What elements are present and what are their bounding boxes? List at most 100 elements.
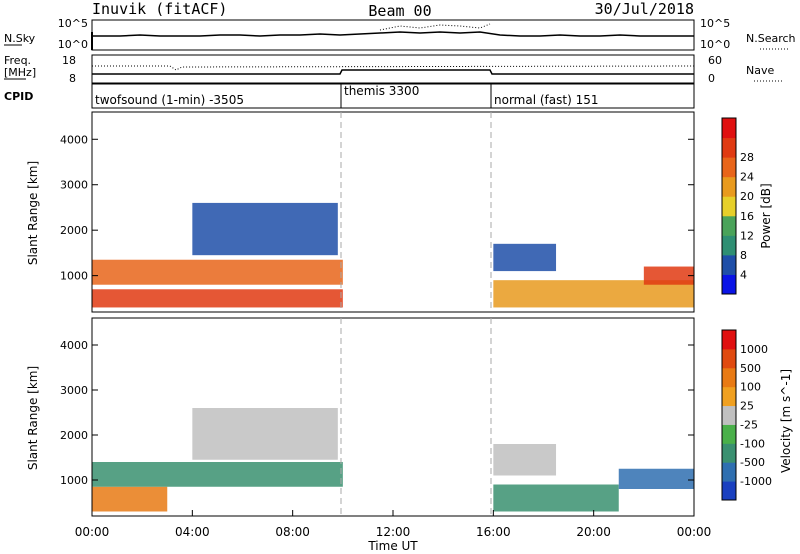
power-colorbar-swatch-3 xyxy=(722,215,736,236)
power-colorbar-tick-4: 20 xyxy=(740,190,754,203)
cpid-segment-1: twofsound (1-min) -3505 xyxy=(95,93,244,107)
power-region-1 xyxy=(92,259,343,285)
power-ytick-label-3: 4000 xyxy=(60,133,88,146)
noise-left-tick-top: 10^5 xyxy=(58,17,88,30)
power-colorbar-tick-6: 28 xyxy=(740,151,754,164)
velocity-xtick-label-1: 04:00 xyxy=(175,525,210,539)
power-colorbar-swatch-4 xyxy=(722,196,736,217)
freq-left-tick-bottom: 8 xyxy=(69,72,76,85)
date-title: 30/Jul/2018 xyxy=(595,0,694,18)
cpid-segment-3: normal (fast) 151 xyxy=(494,93,598,107)
velocity-colorbar-swatch-2 xyxy=(722,443,736,463)
noise-right-label: N.Search xyxy=(746,32,796,45)
velocity-ytick-label-3: 4000 xyxy=(60,339,88,352)
velocity-ytick-label-1: 2000 xyxy=(60,429,88,442)
power-colorbar-tick-5: 24 xyxy=(740,171,754,184)
power-colorbar-swatch-0 xyxy=(722,274,736,295)
velocity-colorbar-tick-6: -500 xyxy=(740,456,765,469)
velocity-colorbar-frame xyxy=(721,329,737,501)
velocity-x-ticks: 00:00 04:00 08:00 12:00 16:00 20:00 00:00 xyxy=(75,510,711,539)
power-colorbar-swatch-1 xyxy=(722,254,736,275)
power-colorbar-swatch-7 xyxy=(722,137,736,158)
noise-sky-trace xyxy=(92,31,694,37)
velocity-region-2 xyxy=(192,408,338,460)
power-colorbar-tick-0: 4 xyxy=(740,268,747,281)
time-axis-label: Time UT xyxy=(367,539,418,553)
power-colorbar-label: Power [dB] xyxy=(759,183,773,248)
freq-label-line1: Freq. xyxy=(4,54,31,67)
velocity-colorbar-tick-3: 25 xyxy=(740,400,754,413)
velocity-ytick-label-2: 3000 xyxy=(60,384,88,397)
power-colorbar-tick-3: 16 xyxy=(740,210,754,223)
velocity-colorbar-swatch-5 xyxy=(722,386,736,407)
velocity-colorbar-tick-7: -1000 xyxy=(740,475,772,488)
noise-left-label: N.Sky xyxy=(4,32,36,45)
power-colorbar: 4 8 12 16 20 24 28 xyxy=(721,117,754,295)
power-colorbar-frame xyxy=(721,117,737,295)
velocity-data-regions xyxy=(92,408,694,512)
power-region-0 xyxy=(92,289,343,308)
power-ytick-label-0: 1000 xyxy=(60,270,88,283)
noise-left-tick-bottom: 10^0 xyxy=(58,38,88,51)
velocity-region-5 xyxy=(618,468,694,489)
power-region-2 xyxy=(192,202,338,256)
velocity-ylabel: Slant Range [km] xyxy=(26,366,40,470)
power-data-regions xyxy=(92,202,694,308)
power-ytick-label-1: 2000 xyxy=(60,224,88,237)
velocity-colorbar-tick-5: -100 xyxy=(740,437,765,450)
freq-label-line2: [MHz] xyxy=(4,66,36,79)
velocity-region-4 xyxy=(493,444,557,476)
velocity-colorbar-swatch-8 xyxy=(722,330,736,350)
velocity-colorbar-swatch-6 xyxy=(722,367,736,388)
freq-left-tick-top: 18 xyxy=(62,54,76,67)
velocity-region-0 xyxy=(92,486,168,512)
power-region-4 xyxy=(493,243,557,272)
velocity-colorbar-swatch-7 xyxy=(722,348,736,369)
nave-label: Nave xyxy=(746,64,774,77)
velocity-region-3 xyxy=(493,484,619,512)
freq-right-tick-bottom: 0 xyxy=(708,72,715,85)
power-colorbar-tick-1: 8 xyxy=(740,249,747,262)
velocity-y-ticks: 1000 2000 3000 4000 xyxy=(60,339,694,487)
velocity-colorbar-tick-1: 500 xyxy=(740,362,761,375)
velocity-colorbar-swatch-4 xyxy=(722,405,736,425)
noise-right-tick-bottom: 10^0 xyxy=(700,38,730,51)
power-panel: 1000 2000 3000 4000 Slant Range [km] 4 8 12 16… xyxy=(26,111,773,313)
cpid-panel: CPID twofsound (1-min) -3505 themis 3300… xyxy=(4,83,695,109)
noise-panel: N.Sky 10^5 10^0 10^5 10^0 N.Search xyxy=(4,17,796,51)
power-y-ticks: 1000 2000 3000 4000 xyxy=(60,133,694,283)
velocity-colorbar-tick-4: -25 xyxy=(740,418,758,431)
beam-title: Beam 00 xyxy=(368,2,431,20)
freq-panel: Freq. [MHz] 18 8 60 0 Nave xyxy=(4,54,782,85)
velocity-xtick-label-0: 00:00 xyxy=(75,525,110,539)
velocity-colorbar: 1000 500 100 25 -25 -100 -500 -1000 xyxy=(721,329,772,501)
cpid-segment-2: themis 3300 xyxy=(344,84,419,98)
power-region-5 xyxy=(643,266,694,285)
velocity-ytick-label-0: 1000 xyxy=(60,474,88,487)
velocity-colorbar-tick-2: 100 xyxy=(740,381,761,394)
power-colorbar-swatch-6 xyxy=(722,157,736,178)
noise-right-tick-top: 10^5 xyxy=(700,17,730,30)
velocity-xtick-label-4: 16:00 xyxy=(476,525,511,539)
velocity-colorbar-swatch-1 xyxy=(722,462,736,482)
freq-right-tick-top: 60 xyxy=(708,54,722,67)
freq-trace xyxy=(92,69,694,75)
power-colorbar-tick-2: 12 xyxy=(740,229,754,242)
station-title: Inuvik (fitACF) xyxy=(92,0,227,18)
power-colorbar-swatch-2 xyxy=(722,235,736,256)
velocity-region-1 xyxy=(92,462,343,487)
nave-trace xyxy=(92,65,695,71)
power-region-3 xyxy=(493,280,694,308)
velocity-colorbar-label: Velocity [m s^-1] xyxy=(779,369,793,473)
noise-search-trace xyxy=(379,23,491,31)
power-ytick-label-2: 3000 xyxy=(60,179,88,192)
velocity-panel: 1000 2000 3000 4000 Slant Range [km] 1000 50… xyxy=(26,317,793,553)
cpid-label: CPID xyxy=(4,90,33,103)
power-ylabel: Slant Range [km] xyxy=(26,161,40,265)
velocity-colorbar-swatch-3 xyxy=(722,424,736,444)
velocity-colorbar-tick-0: 1000 xyxy=(740,343,768,356)
velocity-xtick-label-3: 12:00 xyxy=(376,525,411,539)
velocity-xtick-label-5: 20:00 xyxy=(576,525,611,539)
power-colorbar-swatch-5 xyxy=(722,176,736,197)
